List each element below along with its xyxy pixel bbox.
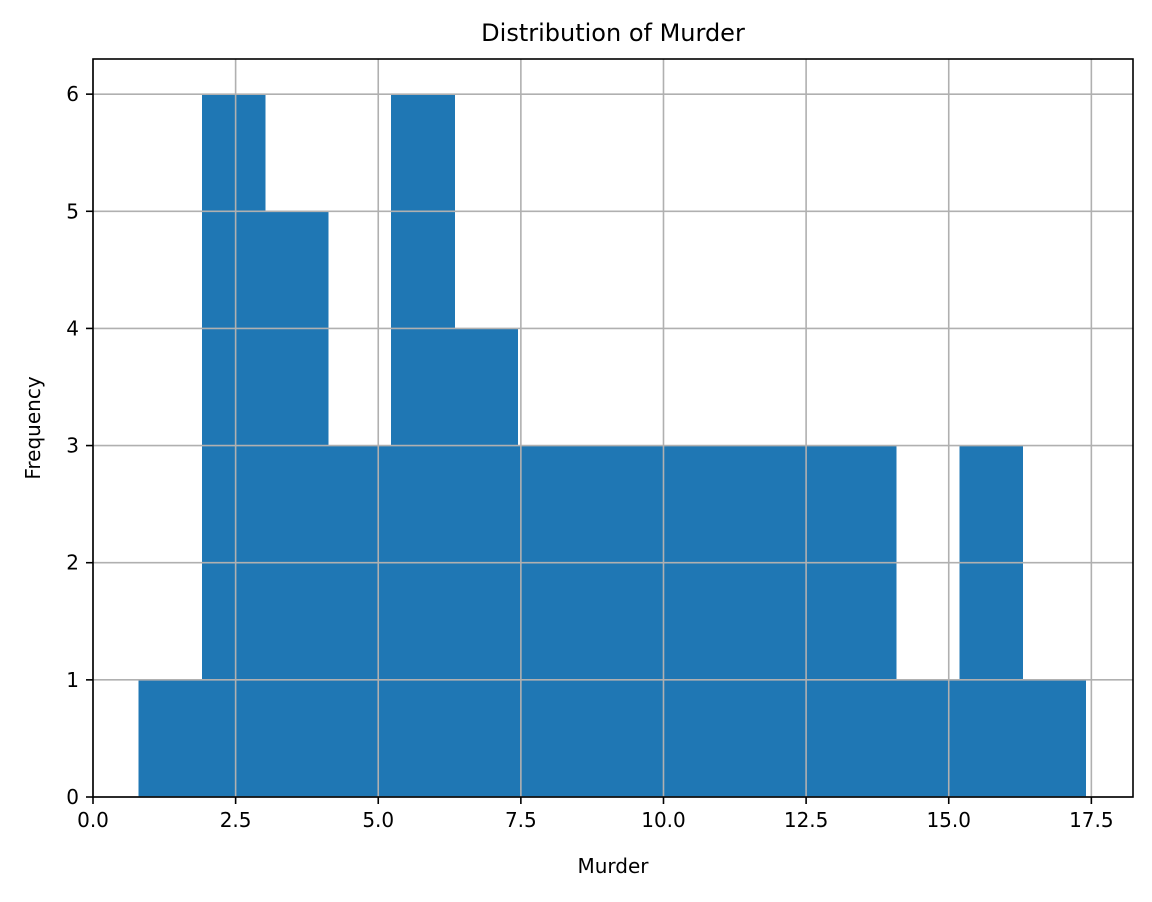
histogram-bar-11: [833, 445, 897, 797]
x-tick-label-5: 12.5: [784, 808, 829, 832]
x-axis-ticks: 0.0 2.5 5.0 7.5 10.0 12.5 15.0 17.5: [77, 797, 1114, 832]
y-axis-ticks: 0 1 2 3 4 5 6: [66, 82, 93, 809]
histogram-bar-9: [706, 445, 771, 797]
x-tick-label-2: 5.0: [362, 808, 394, 832]
plot-frame: [92, 58, 1134, 798]
x-tick-label-0: 0.0: [77, 808, 109, 832]
y-tick-label-6: 6: [66, 82, 79, 106]
y-tick-label-4: 4: [66, 316, 79, 340]
histogram-bar-10: [769, 445, 834, 797]
y-tick-label-1: 1: [66, 668, 79, 692]
histogram-bar-2: [264, 211, 329, 798]
histogram-bar-13: [959, 445, 1024, 797]
y-axis-title: Frequency: [21, 376, 45, 479]
histogram-bar-12: [896, 679, 960, 797]
histogram-bar-3: [328, 445, 392, 797]
x-axis-title: Murder: [577, 854, 649, 878]
x-tick-label-7: 17.5: [1069, 808, 1114, 832]
y-tick-label-5: 5: [66, 199, 79, 223]
y-tick-label-0: 0: [66, 785, 79, 809]
x-tick-label-6: 15.0: [926, 808, 971, 832]
x-tick-label-1: 2.5: [220, 808, 252, 832]
y-tick-label-3: 3: [66, 434, 79, 458]
histogram-bar-14: [1022, 679, 1087, 797]
x-tick-label-3: 7.5: [505, 808, 537, 832]
chart-title: Distribution of Murder: [481, 19, 745, 47]
histogram-bar-8: [643, 445, 708, 797]
histogram-bar-6: [517, 445, 582, 797]
histogram-bar-7: [580, 445, 645, 797]
y-tick-label-2: 2: [66, 551, 79, 575]
x-tick-label-4: 10.0: [641, 808, 686, 832]
histogram-bar-0: [138, 679, 203, 797]
